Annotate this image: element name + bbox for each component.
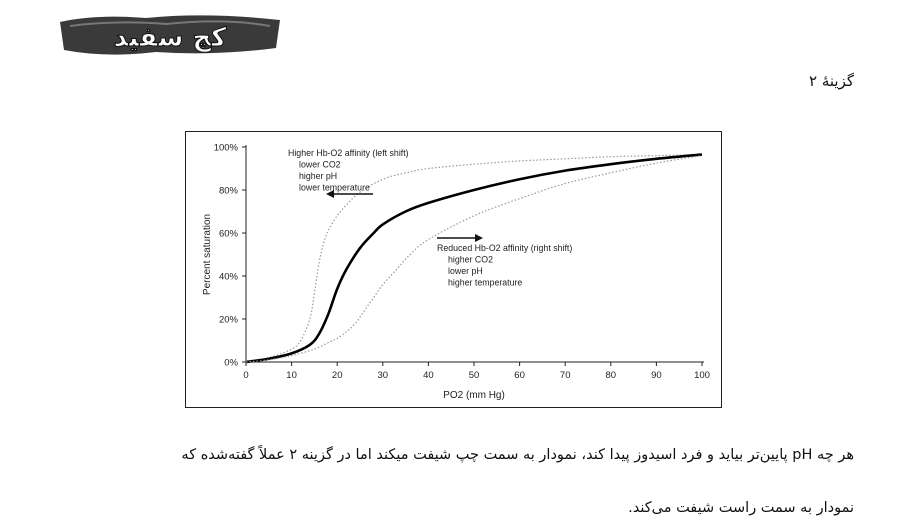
explanation-line-1: هر چه pH پایین‌تر بیاید و فرد اسیدوز پید… [181, 447, 854, 463]
x-tick-label: 10 [286, 370, 297, 381]
x-tick-label: 50 [469, 370, 480, 381]
x-tick-label: 30 [378, 370, 389, 381]
x-tick-label: 70 [560, 370, 571, 381]
site-logo: کچ سفید [56, 8, 284, 60]
right-shift-annotation-title: Reduced Hb-O2 affinity (right shift) [437, 243, 572, 253]
right-shift-annotation-line: lower pH [448, 266, 483, 276]
explanation-line-2: نمودار به سمت راست شیفت می‌کند. [628, 500, 854, 516]
right-shift-annotation-line: higher temperature [448, 278, 522, 288]
left-shift-annotation-line: lower CO2 [299, 160, 341, 170]
oxygen-dissociation-chart: 0 10 20 30 40 50 60 70 80 90 100 0% 20% 40% 60% 80% 100%… [202, 143, 710, 402]
chart-frame: 0 10 20 30 40 50 60 70 80 90 100 0% 20% 40% 60% 80% 100%… [185, 131, 722, 408]
x-axis-label: PO2 (mm Hg) [443, 390, 505, 401]
right-arrow-head [475, 234, 483, 242]
y-tick-label: 20% [219, 315, 239, 326]
y-tick-label: 40% [219, 272, 239, 283]
dotted-curve-2 [245, 155, 703, 363]
right-shift-annotation-line: higher CO2 [448, 255, 493, 265]
y-axis-label: Percent saturation [202, 214, 213, 295]
svg-text:کچ سفید: کچ سفید [114, 23, 228, 53]
x-tick-label: 20 [332, 370, 343, 381]
x-tick-label: 100 [694, 370, 710, 381]
option-label: گزینۀ ۲ [809, 72, 854, 90]
left-shift-annotation-line: lower temperature [299, 183, 370, 193]
x-tick-label: 0 [243, 370, 248, 381]
y-tick-label: 80% [219, 186, 239, 197]
x-tick-label: 90 [651, 370, 662, 381]
x-tick-label: 40 [423, 370, 434, 381]
left-shift-annotation-line: higher pH [299, 171, 337, 181]
y-tick-label: 0% [224, 358, 238, 369]
y-tick-label: 100% [214, 143, 239, 154]
x-tick-label: 80 [606, 370, 617, 381]
left-arrow-head [326, 190, 334, 198]
y-tick-label: 60% [219, 229, 239, 240]
x-tick-label: 60 [514, 370, 525, 381]
left-shift-annotation-title: Higher Hb-O2 affinity (left shift) [288, 148, 409, 158]
normal-curve [245, 153, 703, 364]
